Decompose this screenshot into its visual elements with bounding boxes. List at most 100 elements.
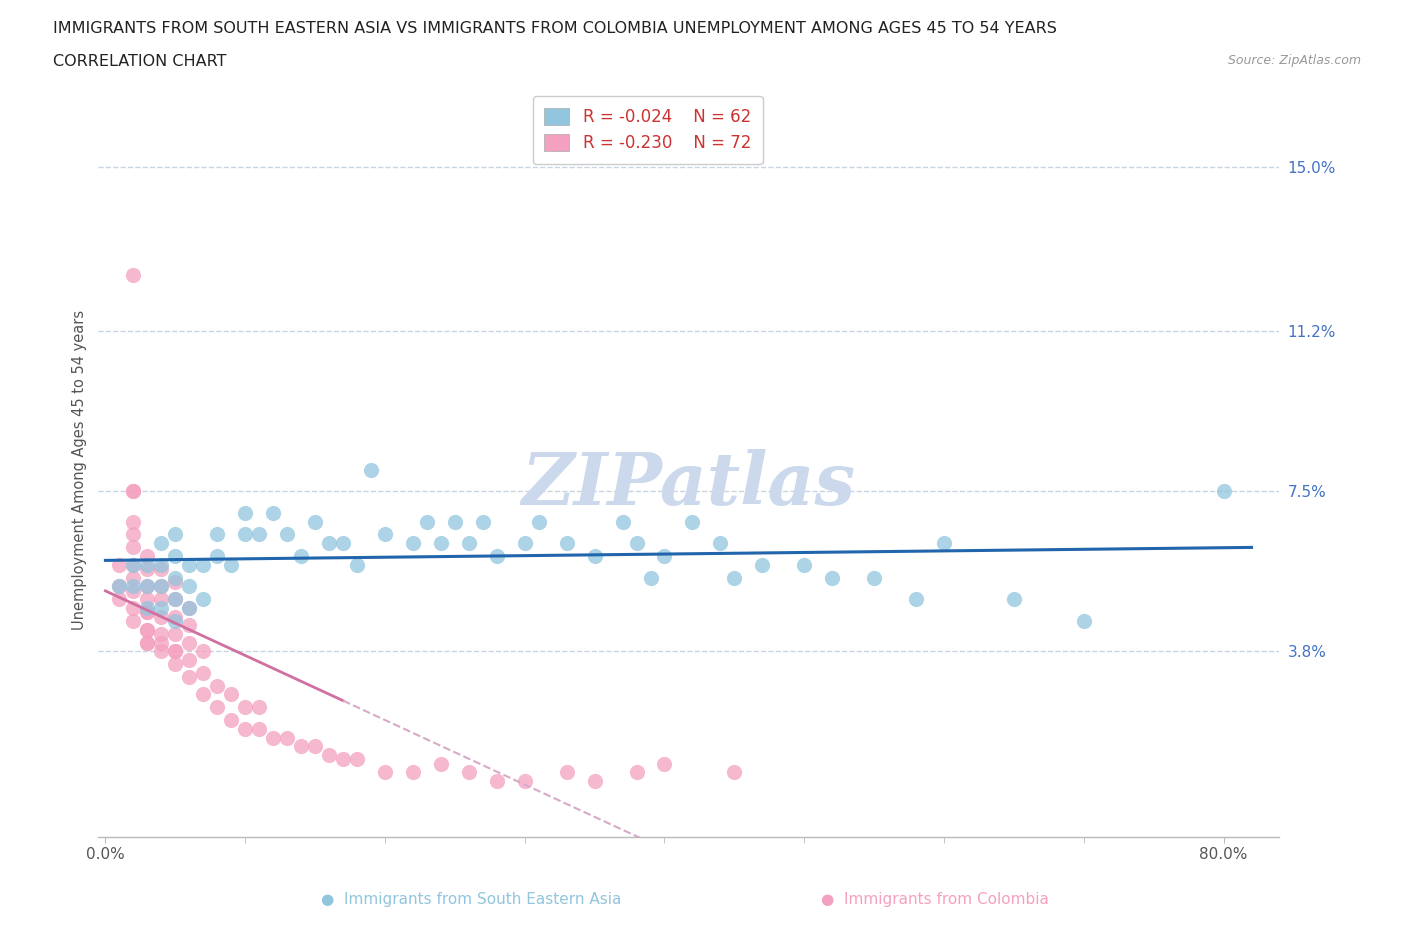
Point [179,578,201,593]
Point [165,614,187,629]
Point [416,514,439,529]
Point [136,578,159,593]
Point [150,536,173,551]
Point [122,484,145,498]
Point [443,514,465,529]
Point [122,578,145,593]
Point [332,751,354,766]
Point [471,514,494,529]
Point [626,764,648,779]
Point [233,700,256,715]
Point [193,665,215,680]
Legend: R = -0.024    N = 62, R = -0.230    N = 72: R = -0.024 N = 62, R = -0.230 N = 72 [533,96,762,164]
Point [150,578,173,593]
Point [485,774,508,789]
Point [219,687,242,702]
Point [751,557,773,572]
Point [122,527,145,542]
Point [654,549,676,564]
Point [136,562,159,577]
Point [150,562,173,577]
Point [165,591,187,606]
Point [304,738,326,753]
Point [430,756,453,771]
Text: ZIPatlas: ZIPatlas [522,449,856,520]
Point [193,591,215,606]
Point [150,578,173,593]
Point [318,536,340,551]
Point [346,751,368,766]
Point [723,570,745,585]
Point [122,601,145,616]
Point [136,578,159,593]
Point [583,774,606,789]
Point [136,557,159,572]
Point [247,700,270,715]
Point [374,527,396,542]
Text: Source: ZipAtlas.com: Source: ZipAtlas.com [1227,54,1361,67]
Point [527,514,550,529]
Point [233,722,256,737]
Point [612,514,634,529]
Point [681,514,703,529]
Point [108,578,131,593]
Point [1073,614,1095,629]
Point [179,652,201,667]
Text: ●  Immigrants from Colombia: ● Immigrants from Colombia [821,892,1049,907]
Point [150,557,173,572]
Point [150,601,173,616]
Point [150,644,173,658]
Point [150,609,173,624]
Point [165,644,187,658]
Point [165,527,187,542]
Point [179,601,201,616]
Point [430,536,453,551]
Point [332,536,354,551]
Point [179,601,201,616]
Point [318,748,340,763]
Point [165,575,187,590]
Point [193,687,215,702]
Point [193,644,215,658]
Point [193,557,215,572]
Point [555,764,578,779]
Point [457,764,479,779]
Point [821,570,844,585]
Point [219,557,242,572]
Point [205,700,228,715]
Point [136,622,159,637]
Point [360,462,382,477]
Point [122,484,145,498]
Point [276,527,298,542]
Point [165,657,187,671]
Point [122,514,145,529]
Point [165,591,187,606]
Point [136,601,159,616]
Point [374,764,396,779]
Point [402,764,425,779]
Y-axis label: Unemployment Among Ages 45 to 54 years: Unemployment Among Ages 45 to 54 years [72,310,87,630]
Point [654,756,676,771]
Point [165,627,187,642]
Point [165,549,187,564]
Point [136,604,159,619]
Point [290,738,312,753]
Point [205,549,228,564]
Point [122,540,145,555]
Point [626,536,648,551]
Point [583,549,606,564]
Point [513,536,536,551]
Point [276,730,298,745]
Point [122,268,145,283]
Point [122,583,145,598]
Point [122,557,145,572]
Point [179,670,201,684]
Point [402,536,425,551]
Point [1212,484,1234,498]
Text: ●  Immigrants from South Eastern Asia: ● Immigrants from South Eastern Asia [321,892,621,907]
Point [122,557,145,572]
Point [863,570,886,585]
Point [205,678,228,693]
Point [165,644,187,658]
Point [262,505,284,520]
